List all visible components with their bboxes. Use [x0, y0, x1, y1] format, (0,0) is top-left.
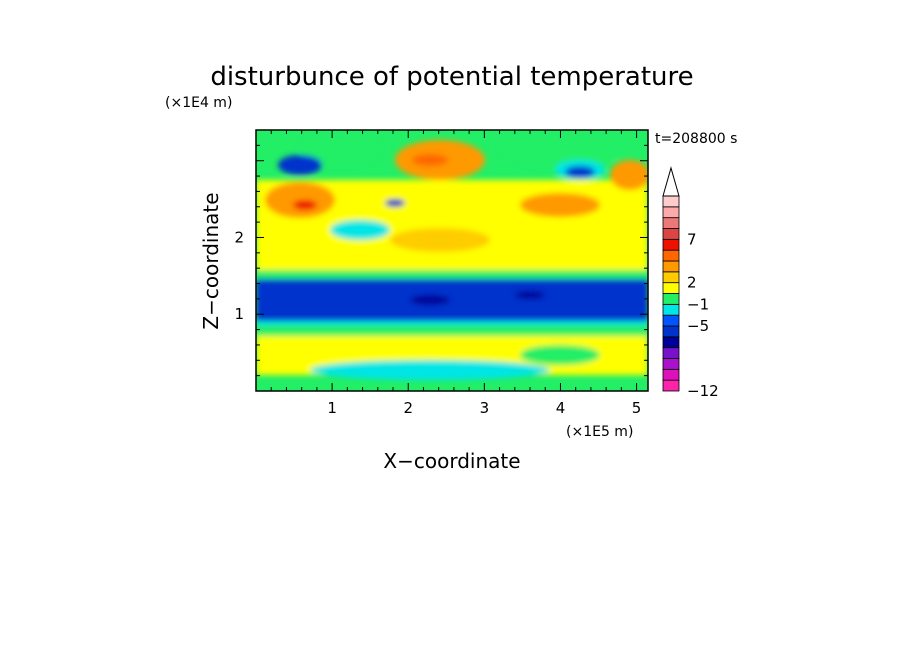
time-label: t=208800 s	[655, 131, 737, 147]
field-red-1	[293, 200, 317, 210]
colorbar-bin	[662, 379, 680, 392]
x-tick-label: 5	[632, 399, 642, 417]
x-axis: 1 2 3 4 5	[270, 130, 642, 417]
y-tick-label: 2	[234, 228, 244, 246]
field-lower-green	[520, 345, 600, 365]
field-green-1	[500, 132, 620, 168]
colorbar-bin	[662, 282, 680, 294]
colorbar-label: −12	[687, 382, 719, 400]
colorbar-bin	[662, 293, 680, 305]
colorbar-bin	[662, 206, 680, 219]
field-orange-3	[390, 228, 490, 252]
field-green-2	[300, 134, 380, 166]
x-tick-label: 4	[556, 399, 566, 417]
field-lower-cyan	[310, 360, 550, 380]
colorbar-bin	[662, 303, 680, 316]
colorbar-bin	[662, 314, 680, 327]
colorbar-label: −5	[687, 317, 709, 335]
colorbar-bin	[662, 260, 680, 273]
colorbar-label: 7	[687, 230, 697, 248]
x-unit-label: (×1E5 m)	[566, 424, 633, 440]
colorbar-bin	[662, 347, 680, 359]
field-dark-blue-1	[410, 295, 450, 305]
field-orange-5	[610, 160, 648, 190]
chart-title: disturbunce of potential temperature	[210, 62, 693, 92]
field-blue-1	[278, 155, 322, 175]
colorbar-bin	[662, 336, 680, 349]
x-tick-label: 3	[480, 399, 490, 417]
colorbar: −12−5−127	[662, 166, 719, 400]
x-tick-label: 1	[327, 399, 337, 417]
field-dark-blue-2	[515, 291, 545, 299]
field-cyan-1	[330, 220, 390, 240]
plot-frame	[255, 129, 649, 392]
colorbar-bin	[662, 368, 680, 381]
x-axis-label: X−coordinate	[383, 449, 520, 473]
x-tick-label: 2	[403, 399, 413, 417]
colorbar-bin	[662, 358, 680, 370]
y-axis-label: Z−coordinate	[199, 192, 223, 329]
field-red-2	[412, 154, 448, 166]
colorbar-label: −1	[687, 295, 709, 313]
colorbar-bin	[662, 195, 680, 208]
colorbar-bin	[662, 217, 680, 229]
colorbar-arrow	[662, 166, 680, 197]
field-orange-4	[520, 193, 600, 217]
y-axis: 12	[234, 144, 648, 377]
y-unit-label: (×1E4 m)	[165, 95, 232, 111]
colorbar-bin	[662, 325, 680, 338]
colorbar-label: 2	[687, 274, 697, 292]
heatmap-field	[256, 130, 648, 391]
colorbar-bin	[662, 271, 680, 284]
field-blue-3	[385, 199, 405, 207]
colorbar-bin	[662, 249, 680, 262]
y-tick-label: 1	[234, 305, 244, 323]
field-orange-1	[265, 182, 335, 218]
field-blue-band	[256, 278, 648, 321]
colorbar-bin	[662, 228, 680, 240]
colorbar-bin	[662, 238, 680, 251]
field-blue-2	[565, 166, 595, 178]
